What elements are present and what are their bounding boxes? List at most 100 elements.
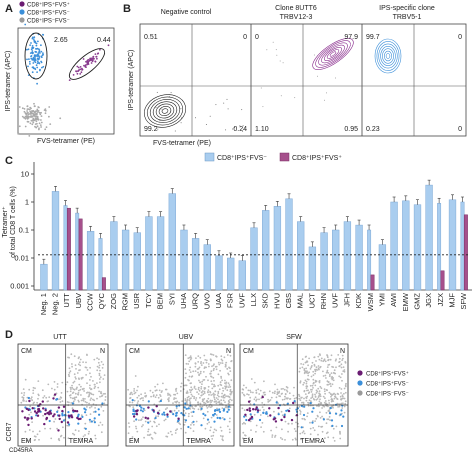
d-point-grey <box>191 405 194 408</box>
d-point-grey <box>213 385 215 388</box>
d-point-blue <box>340 424 344 428</box>
d-legend-dot-1 <box>357 370 363 376</box>
bar-ipsp-fvsm <box>413 204 422 291</box>
d-point-purple <box>36 414 40 417</box>
d-point-grey <box>334 393 337 396</box>
d-point-grey <box>180 427 183 430</box>
b1-outlier-point <box>174 130 176 132</box>
d-point-grey <box>243 409 246 411</box>
b2-outlier-point <box>266 49 268 51</box>
d-point-grey <box>268 390 271 393</box>
d-point-grey <box>203 354 206 357</box>
scatter-point-blue <box>40 60 42 63</box>
d-point-grey <box>175 387 178 390</box>
scatter-point-purple <box>84 64 87 67</box>
bar-ipsp-fvsm <box>203 244 211 291</box>
scatter-point-blue <box>31 71 34 74</box>
d-point-grey <box>230 360 233 362</box>
d-point-grey <box>86 382 88 385</box>
d-point-purple <box>27 423 30 427</box>
b1-contour-ring <box>143 94 187 128</box>
scatter-point-purple <box>85 66 87 68</box>
d-point-grey <box>70 402 73 404</box>
d-point-grey <box>222 439 224 442</box>
d-point-grey <box>230 399 233 402</box>
d-point-grey <box>154 389 157 392</box>
d-point-grey <box>273 392 276 395</box>
d-point-grey <box>50 437 53 440</box>
b3-contour-blue <box>374 38 402 74</box>
d-point-grey <box>244 434 246 436</box>
b2-outlier-point <box>313 54 315 56</box>
b1-outlier-point <box>168 96 170 98</box>
d-point-grey <box>295 397 298 399</box>
scatter-point-blue <box>33 55 36 57</box>
d-point-grey <box>73 373 76 376</box>
d-point-grey <box>314 379 317 382</box>
d-point-grey <box>287 430 289 433</box>
d-point-grey <box>293 386 295 389</box>
d-point-grey <box>216 394 219 397</box>
d-point-grey <box>327 372 330 374</box>
d-point-grey <box>94 437 97 440</box>
d-point-grey <box>317 433 319 436</box>
bar-ipsp-fvsm <box>51 191 60 291</box>
scatter-point-grey <box>33 105 36 108</box>
d-point-purple <box>38 409 41 413</box>
d-point-grey <box>89 372 91 375</box>
d-point-grey <box>190 411 193 414</box>
d-point-grey <box>71 407 74 410</box>
scatter-point-blue <box>42 65 45 68</box>
d-point-grey <box>230 392 233 394</box>
d-point-grey <box>337 406 339 408</box>
d-point-grey <box>309 433 312 436</box>
d-point-grey <box>295 421 297 424</box>
scatter-point-grey <box>34 113 36 116</box>
d-point-grey <box>179 423 182 426</box>
d-point-grey <box>151 425 154 428</box>
d-point-purple <box>31 407 34 410</box>
d-point-grey <box>325 411 328 414</box>
legend-dot-ipsp-fvsm <box>19 9 25 15</box>
bar-ipsp-fvsm <box>180 229 188 291</box>
d-point-grey <box>211 365 213 368</box>
d-point-grey <box>318 394 321 396</box>
d-point-grey <box>343 397 346 400</box>
d-point-grey <box>274 383 276 386</box>
d-point-purple <box>52 397 55 400</box>
d-point-purple <box>23 416 27 419</box>
d-point-grey <box>169 430 172 433</box>
d-point-grey <box>212 392 215 395</box>
d-point-grey <box>328 375 331 378</box>
scatter-point-blue <box>39 52 41 54</box>
d-point-grey <box>21 396 24 399</box>
d-point-grey <box>92 393 95 396</box>
d-point-purple <box>42 407 45 410</box>
bar-ipsp-fvsm <box>238 260 246 291</box>
d-point-blue <box>187 425 190 429</box>
b3-q-ul: 99.7 <box>366 34 380 41</box>
d-point-grey <box>309 384 312 387</box>
d-point-grey <box>218 401 221 404</box>
d-point-grey <box>206 399 209 402</box>
b3-contour-ring <box>378 43 398 69</box>
d-point-grey <box>155 389 158 392</box>
d-point-grey <box>86 369 89 371</box>
d-point-grey <box>188 360 191 363</box>
c-category-label: UVF <box>331 293 340 308</box>
d-point-grey <box>138 419 140 422</box>
d-point-grey <box>197 388 200 391</box>
d-point-grey <box>307 374 310 377</box>
b2-contour-ring <box>315 40 351 68</box>
d-point-grey <box>213 396 216 399</box>
d-point-grey <box>317 425 320 428</box>
scatter-point-grey <box>40 119 42 121</box>
d-point-grey <box>255 430 257 433</box>
bar-ipsp-fvsm <box>191 238 200 291</box>
d-point-grey <box>88 387 91 389</box>
d-point-grey <box>84 366 87 369</box>
d-point-grey <box>287 397 289 399</box>
d-point-grey <box>79 364 82 367</box>
d-point-grey <box>225 386 228 388</box>
